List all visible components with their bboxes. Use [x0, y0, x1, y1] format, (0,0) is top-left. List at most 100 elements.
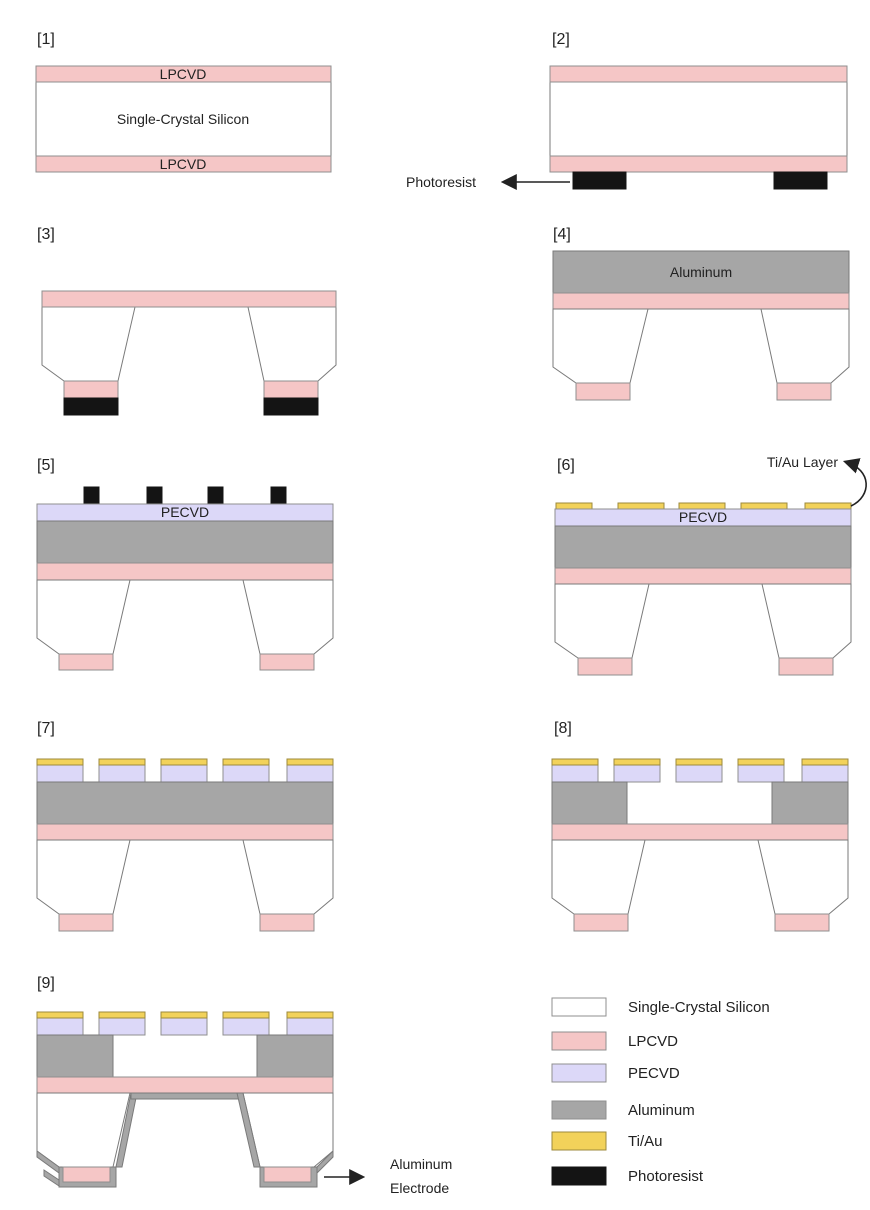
silicon-etched	[41, 306, 337, 382]
lpcvd-pad	[774, 913, 830, 932]
silicon-etched	[552, 308, 850, 384]
step-4: [4] Aluminum	[552, 226, 850, 401]
step-5: [5] PECVD	[36, 457, 334, 671]
step-4-number: [4]	[553, 226, 571, 243]
step-8-number: [8]	[554, 720, 572, 737]
aluminum-label: Aluminum	[670, 264, 732, 280]
lpcvd-top-layer	[36, 823, 334, 841]
step-3: [3]	[37, 226, 337, 416]
aluminum-block-left	[36, 1034, 114, 1078]
pecvd-label: PECVD	[161, 504, 209, 520]
silicon-etched	[36, 579, 334, 655]
legend-swatch-pecvd	[551, 1063, 607, 1083]
aluminum-block-right	[771, 781, 849, 825]
step-8: [8]	[551, 720, 849, 932]
pecvd-label: PECVD	[679, 509, 727, 525]
step-9-number: [9]	[37, 975, 55, 992]
photoresist-block	[572, 171, 627, 190]
legend-label-silicon: Single-Crystal Silicon	[628, 999, 770, 1016]
lpcvd-pad	[577, 657, 633, 676]
legend-swatch-lpcvd	[551, 1031, 607, 1051]
step-1-number: [1]	[37, 31, 55, 48]
legend-swatch-silicon	[551, 997, 607, 1017]
lpcvd-pad	[259, 913, 315, 932]
aluminum-layer	[554, 525, 852, 569]
lpcvd-pad	[259, 653, 315, 671]
legend-swatch-photoresist	[551, 1166, 607, 1186]
tiau-pad	[804, 502, 852, 510]
lpcvd-pad	[263, 380, 319, 399]
lpcvd-top-layer	[552, 292, 850, 310]
silicon-etched	[36, 839, 334, 915]
aluminum-layer	[36, 781, 334, 825]
lpcvd-pad	[263, 1166, 312, 1183]
lpcvd-pad	[62, 1166, 111, 1183]
step-2-number: [2]	[552, 31, 570, 48]
pecvd-tiau-islands	[36, 758, 334, 783]
photoresist-block	[773, 171, 828, 190]
lpcvd-pad	[778, 657, 834, 676]
electrode-annotation-line1: Aluminum	[390, 1156, 452, 1172]
lpcvd-top-layer	[549, 65, 848, 83]
step-1: [1] LPCVD Single-Crystal Silicon LPCVD	[35, 31, 332, 173]
lpcvd-pad	[575, 382, 631, 401]
silicon-etched	[551, 839, 849, 915]
aluminum-layer	[552, 250, 850, 294]
photoresist-block	[263, 397, 319, 416]
lpcvd-top-layer	[35, 65, 332, 83]
lpcvd-bottom-layer	[35, 155, 332, 173]
lpcvd-top-layer	[554, 567, 852, 585]
silicon-etched	[554, 583, 852, 659]
step-6: [6] PECVD Ti/Au Layer	[554, 454, 867, 676]
lpcvd-pad	[573, 913, 629, 932]
silicon-layer	[35, 81, 332, 157]
step-2: [2] Photoresist	[406, 31, 848, 190]
legend-label-pecvd: PECVD	[628, 1065, 680, 1082]
photoresist-block	[146, 486, 163, 505]
tiau-pad	[555, 502, 593, 510]
step-7: [7]	[36, 720, 334, 932]
legend-label-aluminum: Aluminum	[628, 1102, 695, 1119]
lpcvd-bottom-label: LPCVD	[160, 156, 207, 172]
silicon-etched	[36, 1092, 334, 1168]
lpcvd-pad	[58, 653, 114, 671]
tiau-pad	[617, 502, 665, 510]
legend-label-tiau: Ti/Au	[628, 1133, 662, 1150]
tiau-arrow	[842, 458, 867, 507]
lpcvd-top-layer	[36, 1076, 334, 1094]
tiau-pad	[740, 502, 788, 510]
silicon-label: Single-Crystal Silicon	[117, 111, 249, 127]
lpcvd-top-layer	[41, 290, 337, 308]
electrode-annotation-line2: Electrode	[390, 1180, 449, 1196]
legend-label-lpcvd: LPCVD	[628, 1033, 678, 1050]
legend-swatch-tiau	[551, 1131, 607, 1151]
lpcvd-top-label: LPCVD	[160, 66, 207, 82]
legend: Single-Crystal Silicon LPCVD PECVD Alumi…	[551, 997, 770, 1186]
step-7-number: [7]	[37, 720, 55, 737]
photoresist-block	[207, 486, 224, 505]
pecvd-tiau-islands	[36, 1011, 334, 1036]
lpcvd-top-layer	[36, 562, 334, 581]
lpcvd-pad	[776, 382, 832, 401]
photoresist-block	[83, 486, 100, 505]
photoresist-block	[63, 397, 119, 416]
tiau-annotation: Ti/Au Layer	[767, 454, 838, 470]
photoresist-annotation: Photoresist	[406, 174, 476, 190]
lpcvd-pad	[58, 913, 114, 932]
lpcvd-bottom-layer	[549, 155, 848, 173]
legend-label-photoresist: Photoresist	[628, 1168, 704, 1185]
aluminum-block-right	[256, 1034, 334, 1078]
step-5-number: [5]	[37, 457, 55, 474]
lpcvd-pad	[63, 380, 119, 399]
step-9: [9] Aluminum	[36, 975, 452, 1196]
step-6-number: [6]	[557, 457, 575, 474]
lpcvd-top-layer	[551, 823, 849, 841]
silicon-layer	[549, 81, 848, 157]
step-3-number: [3]	[37, 226, 55, 243]
aluminum-block-left	[551, 781, 628, 825]
aluminum-layer	[36, 520, 334, 564]
legend-swatch-aluminum	[551, 1100, 607, 1120]
photoresist-block	[270, 486, 287, 505]
pecvd-tiau-islands	[551, 758, 849, 783]
